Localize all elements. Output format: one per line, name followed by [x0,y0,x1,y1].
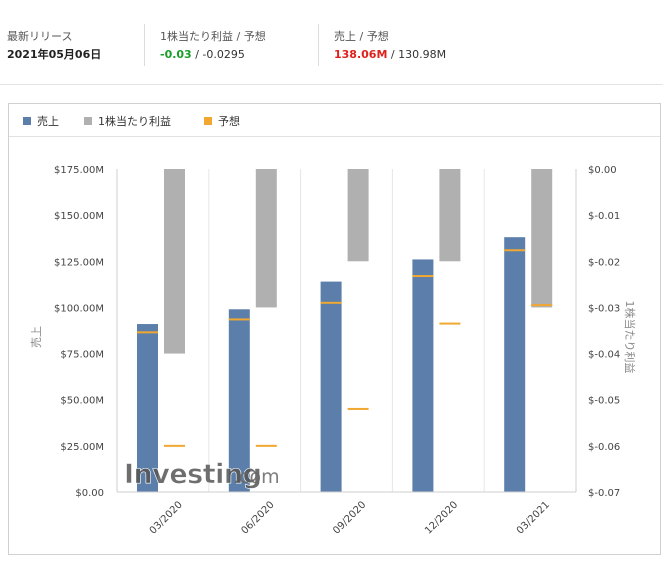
right-tick-label: $-0.01 [588,211,620,222]
revenue-forecast-mark [412,275,434,278]
revenue-forecast: 130.98M [398,48,447,61]
left-tick-label: $0.00 [75,488,104,499]
eps-forecast-mark [255,444,277,447]
eps-stat: 1株当たり利益 / 予想 -0.03 / -0.0295 [160,30,266,63]
right-tick-label: $0.00 [588,165,617,176]
left-tick-label: $25.00M [60,442,104,453]
header-divider [0,84,663,85]
right-tick-label: $-0.05 [588,396,620,407]
legend-revenue[interactable]: 売上 [23,113,59,129]
x-tick-label: 09/2020 [331,500,368,537]
right-tick-label: $-0.03 [588,303,620,314]
right-tick-label: $-0.07 [588,488,620,499]
revenue-bar [320,281,342,492]
legend-forecast-label: 予想 [218,115,240,128]
left-tick-label: $50.00M [60,396,104,407]
left-tick-label: $175.00M [54,165,104,176]
latest-release-date: 2021年05月06日 [7,48,102,61]
eps-bar [255,169,277,308]
earnings-chart-panel: 売上 1株当たり利益 予想 Investing .com $0.00 $25.00… [8,103,661,555]
eps-bar [164,169,185,354]
left-tick-label: $125.00M [54,257,104,268]
legend-eps[interactable]: 1株当たり利益 [84,113,171,129]
revenue-forecast-mark [320,301,342,304]
eps-forecast-mark [164,444,185,447]
right-tick-label: $-0.06 [588,442,620,453]
revenue-stat: 売上 / 予想 138.06M / 130.98M [334,30,446,63]
investing-logo-suffix: .com [233,466,280,488]
eps-bar [439,169,461,262]
revenue-forecast-mark [504,249,526,252]
legend-forecast[interactable]: 予想 [204,113,240,129]
x-tick-label: 03/2020 [148,500,185,537]
chart-legend: 売上 1株当たり利益 予想 [9,104,660,137]
revenue-bar [504,237,526,492]
eps-forecast: -0.0295 [202,48,245,61]
revenue-actual: 138.06M [334,48,388,61]
divider [144,24,145,66]
eps-forecast-mark [347,407,369,410]
eps-forecast-mark [531,304,553,307]
eps-forecast-mark [439,322,461,325]
legend-eps-label: 1株当たり利益 [98,115,171,128]
investing-logo-brand: Investing [124,459,261,490]
right-tick-label: $-0.02 [588,257,620,268]
eps-actual: -0.03 [160,48,192,61]
revenue-label: 売上 / 予想 [334,30,389,43]
eps-separator: / [191,48,203,61]
right-axis-title: 1株当たり利益 [623,301,637,374]
right-tick-label: $-0.04 [588,350,620,361]
revenue-bar [228,309,250,492]
revenue-separator: / [387,48,399,61]
divider [318,24,319,66]
legend-revenue-label: 売上 [37,115,59,128]
revenue-bar [412,259,434,492]
x-tick-label: 06/2020 [239,500,276,537]
eps-label: 1株当たり利益 / 予想 [160,30,266,43]
left-axis-title: 売上 [30,326,43,348]
legend-swatch-revenue [23,117,31,125]
eps-bar [347,169,369,262]
legend-swatch-forecast [204,117,212,125]
investing-logo: Investing .com [124,459,280,491]
left-tick-label: $100.00M [54,303,104,314]
earnings-summary: 最新リリース 2021年05月06日 1株当たり利益 / 予想 -0.03 / … [0,0,663,84]
earnings-chart: Investing .com $0.00 $25.00M $50.00M $75.00… [30,165,637,537]
latest-release-label: 最新リリース [7,30,73,43]
left-tick-label: $75.00M [60,350,104,361]
revenue-forecast-mark [228,318,250,321]
x-tick-label: 03/2021 [515,500,552,537]
revenue-forecast-mark [137,331,158,334]
legend-swatch-eps [84,117,92,125]
x-tick-label: 12/2020 [423,500,460,537]
left-tick-label: $150.00M [54,211,104,222]
eps-bar [531,169,553,308]
revenue-bar [137,324,158,492]
latest-release-stat: 最新リリース 2021年05月06日 [7,30,101,63]
